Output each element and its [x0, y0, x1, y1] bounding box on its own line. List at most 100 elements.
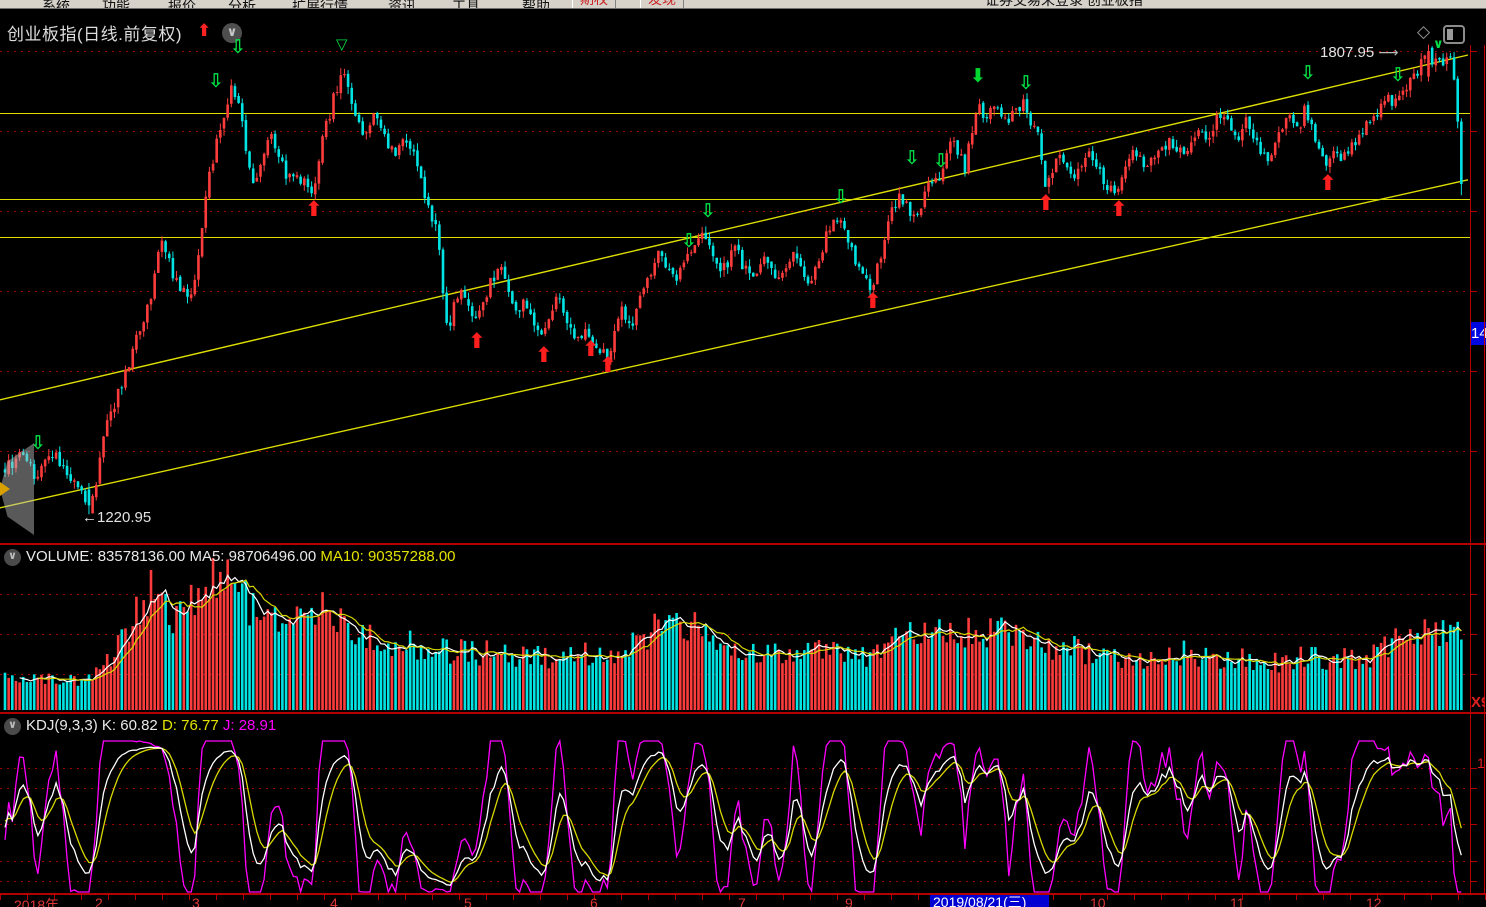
- minor-sell-marker-icon: ∨: [1433, 36, 1444, 52]
- sell-signal-arrow-icon: ⇩: [208, 71, 224, 93]
- menu-item-3[interactable]: 报价: [168, 0, 196, 9]
- right-axis-tick: [1470, 51, 1477, 52]
- up-arrow-icon: ⬆: [197, 21, 212, 40]
- trendline-layer: [0, 54, 1469, 509]
- right-axis-tick: [1470, 131, 1477, 132]
- high-value: 1807.95: [1320, 44, 1375, 61]
- sell-signal-arrow-icon: ⇩: [230, 36, 246, 58]
- horizontal-trend-level: [0, 236, 1470, 238]
- price-gridline: [0, 371, 1470, 372]
- volume-header: VOLUME: 83578136.00 MA5: 98706496.00 MA1…: [26, 548, 456, 565]
- kdj-indicator-label: KDJ(9,3,3): [26, 717, 98, 734]
- kdj-gridline: [0, 881, 1470, 882]
- time-axis-ticks: [0, 895, 1486, 900]
- marked-low-label: ←1220.95: [82, 509, 152, 526]
- collapse-panel-icon[interactable]: ∨: [222, 23, 242, 43]
- top-triangle-marker-icon: ▽: [336, 36, 348, 53]
- k-value: 60.82: [120, 717, 158, 734]
- pane-separator-kdj[interactable]: [0, 712, 1486, 714]
- symbol-title: 创业板指(日线.前复权): [7, 25, 183, 44]
- time-axis-label: 5: [464, 895, 472, 907]
- price-gridline: [0, 211, 1470, 212]
- ma10-label: MA10:: [320, 548, 364, 565]
- kdj-collapse-icon[interactable]: ∨: [4, 718, 21, 735]
- time-axis-label: 11: [1230, 895, 1245, 907]
- kdj-axis-partial-label: 1: [1477, 755, 1485, 771]
- pane-separator-volume[interactable]: [0, 543, 1486, 545]
- kdj-d-line: [4, 747, 1462, 883]
- volume-collapse-icon[interactable]: ∨: [4, 549, 21, 566]
- volume-gridline: [0, 634, 1470, 635]
- time-axis-label: 3: [192, 895, 200, 907]
- sell-signal-filled-arrow-icon: ⬇: [970, 66, 986, 88]
- menu-item-1[interactable]: 系统: [42, 0, 70, 9]
- left-edge-marker-icon: [0, 482, 10, 496]
- k-label: K:: [101, 717, 117, 734]
- sell-signal-arrow-icon: ⇩: [1018, 72, 1034, 94]
- right-axis-tick: [1470, 211, 1477, 212]
- sell-signal-arrow-icon: ⇩: [700, 200, 716, 222]
- menu-item-4[interactable]: 分析: [228, 0, 256, 9]
- horizontal-trend-level: [0, 199, 1470, 200]
- kdj-header: KDJ(9,3,3) K: 60.82 D: 76.77 J: 28.91: [26, 717, 276, 734]
- menu-item-6[interactable]: 资讯: [388, 0, 416, 9]
- time-axis-line: [0, 893, 1486, 895]
- sell-signal-arrow-icon: ⇩: [904, 148, 920, 169]
- menu-item-7[interactable]: 工具: [452, 0, 480, 9]
- volume-bar-layer: [3, 558, 1463, 710]
- kdj-gridline: [0, 768, 1470, 769]
- menu-item-5[interactable]: 扩展行情: [292, 0, 348, 9]
- menu-item-8[interactable]: 帮助: [522, 0, 550, 9]
- d-value: 76.77: [181, 717, 219, 734]
- price-gridline: [0, 131, 1470, 132]
- price-gridline: [0, 451, 1470, 452]
- sell-signal-arrow-icon: ⇩: [30, 432, 46, 454]
- right-axis-price-tag: 145: [1470, 322, 1486, 345]
- sell-signal-arrow-icon: ⇩: [681, 231, 697, 253]
- current-date-box: 2019/08/21(三): [930, 895, 1049, 907]
- time-axis-label: 10: [1090, 895, 1106, 907]
- sell-signal-arrow-icon: ⇩: [1390, 64, 1406, 86]
- right-axis-tick: [1470, 768, 1477, 769]
- right-axis-tick: [1470, 594, 1477, 595]
- window-right-edge-line: [1484, 45, 1485, 893]
- split-panel-bar: [1447, 29, 1453, 40]
- price-gridline: [0, 51, 1470, 52]
- right-axis-tick: [1470, 861, 1477, 862]
- volume-label: VOLUME:: [26, 548, 94, 565]
- sell-signal-arrow-icon: ⇩: [1300, 63, 1316, 85]
- menu-row: 证券交易未登录 创业板指 系统 功能 报价 分析 扩展行情 资讯 工具 帮助 期权 发现: [0, 0, 1486, 9]
- buy-signal-arrow-icon: ⬆: [1110, 197, 1128, 221]
- menu-bar: 证券交易未登录 创业板指 系统 功能 报价 分析 扩展行情 资讯 工具 帮助 期权 发现: [0, 0, 1486, 9]
- d-label: D:: [161, 717, 177, 734]
- diamond-icon[interactable]: ◇: [1417, 22, 1431, 41]
- login-status-text: 证券交易未登录 创业板指: [985, 0, 1143, 8]
- price-axis-line: [1470, 45, 1471, 893]
- menu-item-2[interactable]: 功能: [102, 0, 130, 9]
- time-axis-label: 9: [845, 895, 853, 907]
- buy-signal-arrow-icon: ⬆: [1319, 172, 1337, 196]
- menu-item-highlight-2[interactable]: 发现: [640, 0, 684, 8]
- right-axis-tick: [1470, 371, 1477, 372]
- ma5-label: MA5:: [189, 548, 225, 565]
- time-axis-label: 2: [95, 895, 103, 907]
- kdj-gridline: [0, 788, 1470, 789]
- kdj-k-line: [4, 746, 1462, 887]
- split-panel-icon[interactable]: [1443, 25, 1465, 44]
- time-axis-label: 6: [590, 895, 598, 907]
- menu-item-highlight-1[interactable]: 期权: [572, 0, 616, 8]
- ma10-value: 90357288.00: [367, 548, 456, 565]
- j-value: 28.91: [238, 717, 277, 734]
- volume-axis-corner-label: X9: [1471, 694, 1485, 711]
- right-axis-tick: [1470, 674, 1477, 675]
- right-axis-tick: [1470, 824, 1477, 825]
- volume-value: 83578136.00: [97, 548, 186, 565]
- time-axis-label: 4: [330, 895, 338, 907]
- buy-signal-arrow-icon: ⬆: [305, 197, 323, 221]
- buy-signal-arrow-icon: ⬆: [599, 353, 617, 377]
- buy-signal-arrow-icon: ⬆: [1037, 192, 1055, 216]
- right-axis-tick: [1470, 451, 1477, 452]
- volume-ma10-line: [37, 579, 1462, 682]
